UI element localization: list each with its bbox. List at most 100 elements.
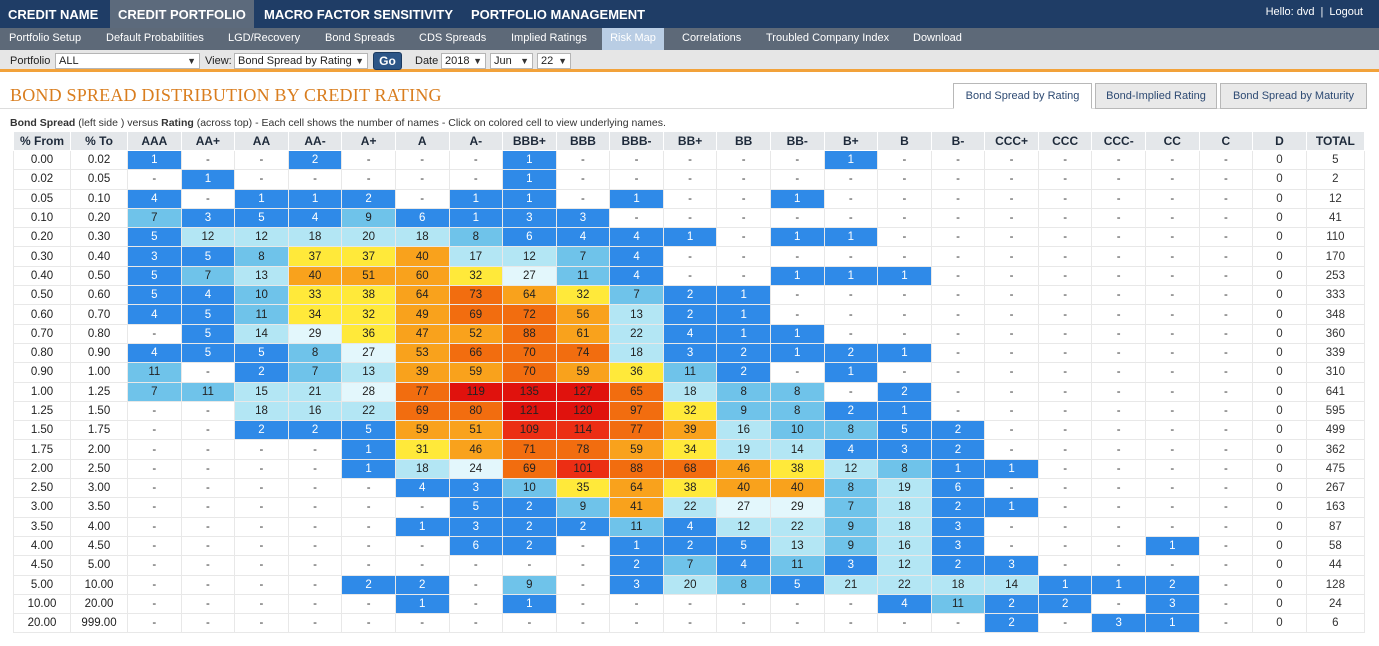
count-cell[interactable]: 5 — [716, 535, 771, 557]
count-cell[interactable]: 8 — [877, 458, 932, 480]
count-cell[interactable]: 5 — [234, 342, 289, 364]
count-cell[interactable]: 121 — [502, 400, 557, 422]
count-cell[interactable]: 12 — [877, 555, 932, 576]
count-cell[interactable]: 2 — [984, 613, 1039, 634]
count-cell[interactable]: 3 — [555, 207, 611, 229]
count-cell[interactable]: 2 — [234, 362, 289, 383]
count-cell[interactable]: 2 — [609, 555, 664, 576]
count-cell[interactable]: 8 — [823, 478, 879, 499]
count-cell[interactable]: 60 — [394, 265, 450, 287]
count-cell[interactable]: 1 — [502, 188, 557, 209]
count-cell[interactable]: 2 — [287, 149, 343, 171]
count-cell[interactable]: 27 — [502, 265, 557, 287]
count-cell[interactable]: 18 — [394, 227, 450, 248]
count-cell[interactable]: 38 — [769, 458, 825, 480]
count-cell[interactable]: 97 — [609, 400, 664, 422]
count-cell[interactable]: 8 — [716, 574, 771, 595]
count-cell[interactable]: 3 — [180, 207, 236, 229]
count-cell[interactable]: 5 — [127, 265, 182, 287]
count-cell[interactable]: 1 — [1037, 574, 1093, 595]
count-cell[interactable]: 11 — [609, 516, 664, 537]
view-select[interactable]: Bond Spread by Rating ▼ — [234, 53, 368, 69]
count-cell[interactable]: 46 — [448, 439, 504, 460]
count-cell[interactable]: 3 — [930, 516, 986, 537]
count-cell[interactable]: 3 — [662, 342, 718, 364]
count-cell[interactable]: 5 — [180, 323, 236, 344]
count-cell[interactable]: 52 — [448, 323, 504, 344]
count-cell[interactable]: 1 — [287, 188, 343, 209]
count-cell[interactable]: 4 — [127, 342, 182, 364]
count-cell[interactable]: 11 — [930, 593, 986, 615]
count-cell[interactable]: 7 — [662, 555, 718, 576]
count-cell[interactable]: 4 — [823, 439, 879, 460]
count-cell[interactable]: 49 — [394, 304, 450, 325]
count-cell[interactable]: 2 — [662, 304, 718, 325]
count-cell[interactable]: 2 — [823, 400, 879, 422]
count-cell[interactable]: 120 — [555, 400, 611, 422]
count-cell[interactable]: 1 — [930, 458, 986, 480]
count-cell[interactable]: 3 — [448, 478, 504, 499]
count-cell[interactable]: 2 — [341, 574, 396, 595]
count-cell[interactable]: 34 — [662, 439, 718, 460]
count-cell[interactable]: 1 — [769, 227, 825, 248]
count-cell[interactable]: 5 — [769, 574, 825, 595]
count-cell[interactable]: 32 — [555, 285, 611, 306]
count-cell[interactable]: 20 — [341, 227, 396, 248]
count-cell[interactable]: 2 — [287, 420, 343, 441]
count-cell[interactable]: 5 — [448, 497, 504, 518]
day-select[interactable]: 22 ▼ — [537, 53, 571, 69]
count-cell[interactable]: 1 — [716, 304, 771, 325]
subtab-download[interactable]: Download — [913, 32, 962, 44]
count-cell[interactable]: 22 — [769, 516, 825, 537]
count-cell[interactable]: 13 — [609, 304, 664, 325]
count-cell[interactable]: 32 — [448, 265, 504, 287]
tab-bond-implied-rating[interactable]: Bond-Implied Rating — [1095, 83, 1217, 109]
count-cell[interactable]: 35 — [555, 478, 611, 499]
top-tab-credit-portfolio[interactable]: CREDIT PORTFOLIO — [110, 0, 254, 28]
count-cell[interactable]: 69 — [502, 458, 557, 480]
count-cell[interactable]: 10 — [234, 285, 289, 306]
count-cell[interactable]: 13 — [234, 265, 289, 287]
count-cell[interactable]: 68 — [662, 458, 718, 480]
count-cell[interactable]: 3 — [448, 516, 504, 537]
count-cell[interactable]: 16 — [877, 535, 932, 557]
count-cell[interactable]: 70 — [502, 362, 557, 383]
count-cell[interactable]: 127 — [555, 381, 611, 402]
count-cell[interactable]: 46 — [716, 458, 771, 480]
count-cell[interactable]: 36 — [341, 323, 396, 344]
count-cell[interactable]: 2 — [1145, 574, 1200, 595]
count-cell[interactable]: 12 — [180, 227, 236, 248]
count-cell[interactable]: 3 — [930, 535, 986, 557]
count-cell[interactable]: 7 — [555, 246, 611, 267]
count-cell[interactable]: 41 — [609, 497, 664, 518]
count-cell[interactable]: 32 — [341, 304, 396, 325]
count-cell[interactable]: 9 — [341, 207, 396, 229]
count-cell[interactable]: 3 — [1091, 613, 1147, 634]
count-cell[interactable]: 2 — [502, 535, 557, 557]
count-cell[interactable]: 2 — [502, 516, 557, 537]
count-cell[interactable]: 135 — [502, 381, 557, 402]
count-cell[interactable]: 12 — [234, 227, 289, 248]
count-cell[interactable]: 64 — [394, 285, 450, 306]
count-cell[interactable]: 4 — [716, 555, 771, 576]
count-cell[interactable]: 8 — [448, 227, 504, 248]
count-cell[interactable]: 3 — [823, 555, 879, 576]
count-cell[interactable]: 2 — [662, 535, 718, 557]
subtab-correlations[interactable]: Correlations — [682, 32, 742, 44]
subtab-default-probabilities[interactable]: Default Probabilities — [106, 32, 204, 44]
subtab-risk-map[interactable]: Risk Map — [602, 28, 664, 50]
count-cell[interactable]: 1 — [448, 207, 504, 229]
count-cell[interactable]: 38 — [662, 478, 718, 499]
count-cell[interactable]: 18 — [877, 497, 932, 518]
count-cell[interactable]: 64 — [609, 478, 664, 499]
count-cell[interactable]: 1 — [341, 439, 396, 460]
count-cell[interactable]: 13 — [769, 535, 825, 557]
count-cell[interactable]: 32 — [662, 400, 718, 422]
count-cell[interactable]: 4 — [394, 478, 450, 499]
count-cell[interactable]: 1 — [769, 188, 825, 209]
count-cell[interactable]: 51 — [341, 265, 396, 287]
count-cell[interactable]: 88 — [502, 323, 557, 344]
count-cell[interactable]: 2 — [984, 593, 1039, 615]
count-cell[interactable]: 5 — [341, 420, 396, 441]
count-cell[interactable]: 1 — [662, 227, 718, 248]
